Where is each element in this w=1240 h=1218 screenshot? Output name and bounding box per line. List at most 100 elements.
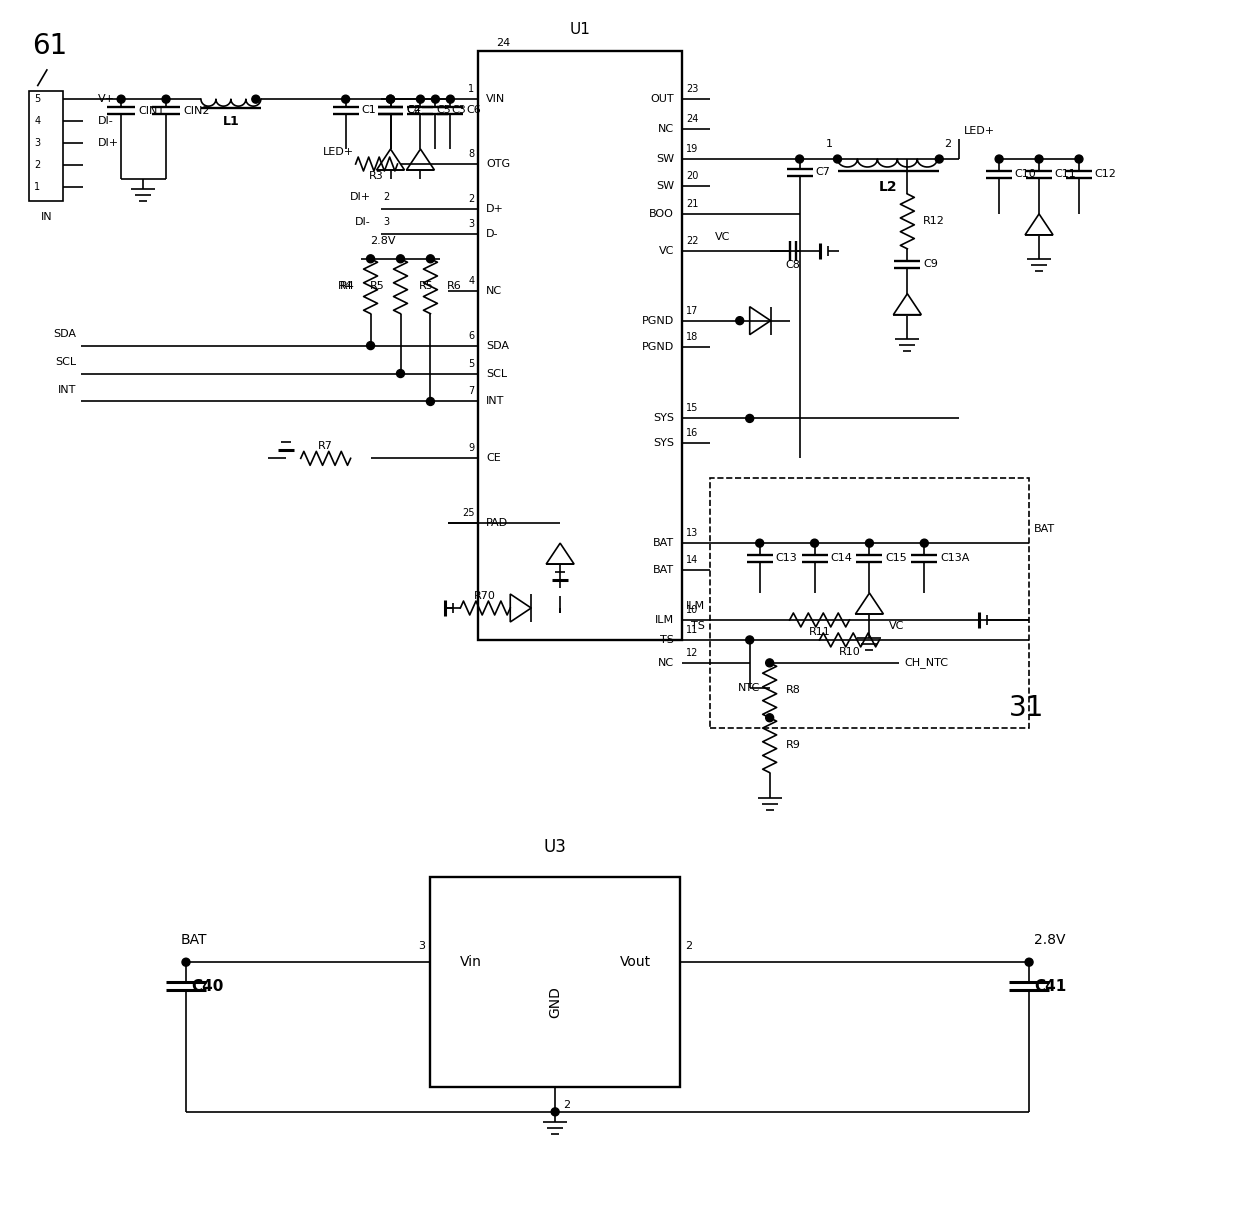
- Text: R3: R3: [370, 171, 384, 181]
- Bar: [709, 479, 1029, 727]
- Bar: [30, 91, 63, 201]
- Text: L2: L2: [879, 180, 898, 194]
- Circle shape: [182, 959, 190, 966]
- Circle shape: [551, 1108, 559, 1116]
- Text: SCL: SCL: [486, 369, 507, 379]
- Circle shape: [833, 155, 842, 163]
- Text: 20: 20: [686, 171, 698, 181]
- Text: PGND: PGND: [641, 315, 673, 325]
- Text: VC: VC: [658, 246, 673, 256]
- Circle shape: [252, 95, 260, 104]
- Text: C13: C13: [776, 553, 797, 563]
- Text: R9: R9: [786, 741, 801, 750]
- Text: 3: 3: [418, 942, 425, 951]
- Text: 11: 11: [686, 625, 698, 635]
- Text: C3: C3: [451, 105, 466, 116]
- Circle shape: [765, 714, 774, 722]
- Text: DI+: DI+: [98, 138, 119, 149]
- Circle shape: [432, 95, 439, 104]
- Circle shape: [866, 540, 873, 547]
- Text: C8: C8: [785, 259, 800, 269]
- Bar: [479, 51, 682, 639]
- Text: R4: R4: [340, 281, 355, 291]
- Text: NTC: NTC: [738, 683, 760, 693]
- Circle shape: [1025, 959, 1033, 966]
- Text: SYS: SYS: [653, 438, 673, 448]
- Circle shape: [417, 95, 424, 104]
- Text: 2: 2: [944, 139, 951, 149]
- Text: Vout: Vout: [620, 955, 651, 970]
- Text: R5: R5: [370, 281, 384, 291]
- Text: CIN1: CIN1: [138, 106, 165, 116]
- Text: C10: C10: [1014, 169, 1035, 179]
- Text: 12: 12: [686, 648, 698, 658]
- Text: 2: 2: [467, 194, 475, 203]
- Text: 2: 2: [383, 192, 389, 202]
- Text: C1: C1: [362, 105, 377, 116]
- Text: 25: 25: [461, 508, 475, 518]
- Text: INT: INT: [486, 397, 505, 407]
- Text: 14: 14: [686, 555, 698, 565]
- Text: 24: 24: [496, 38, 511, 49]
- Circle shape: [1075, 155, 1083, 163]
- Text: C4: C4: [407, 105, 422, 116]
- Text: C5: C5: [436, 105, 451, 116]
- Text: 24: 24: [686, 114, 698, 124]
- Circle shape: [117, 95, 125, 104]
- Text: R12: R12: [924, 217, 945, 227]
- Text: V+: V+: [98, 94, 115, 105]
- Text: 23: 23: [686, 84, 698, 94]
- Text: SCL: SCL: [55, 357, 76, 367]
- Text: 17: 17: [686, 306, 698, 315]
- Text: C2: C2: [407, 105, 422, 116]
- Text: BAT: BAT: [652, 538, 673, 548]
- Text: 1: 1: [469, 84, 475, 94]
- Text: 16: 16: [686, 429, 698, 438]
- Text: U1: U1: [569, 22, 590, 37]
- Text: C11: C11: [1054, 169, 1076, 179]
- Text: C13A: C13A: [940, 553, 970, 563]
- Text: 19: 19: [686, 144, 698, 153]
- Text: NC: NC: [657, 124, 673, 134]
- Circle shape: [387, 95, 394, 104]
- Text: 6: 6: [469, 330, 475, 341]
- Text: D-: D-: [486, 229, 498, 239]
- Circle shape: [765, 659, 774, 667]
- Text: R11: R11: [808, 627, 831, 637]
- Circle shape: [427, 397, 434, 406]
- Text: R7: R7: [319, 441, 334, 452]
- Text: 22: 22: [686, 236, 698, 246]
- Circle shape: [811, 540, 818, 547]
- Text: INT: INT: [58, 385, 76, 395]
- Text: 15: 15: [686, 403, 698, 413]
- Text: 10: 10: [686, 605, 698, 615]
- Circle shape: [446, 95, 454, 104]
- Circle shape: [387, 95, 394, 104]
- Text: R10: R10: [838, 647, 861, 657]
- Text: 4: 4: [469, 275, 475, 286]
- Text: D+: D+: [486, 203, 505, 214]
- Text: 1: 1: [826, 139, 832, 149]
- Circle shape: [367, 341, 374, 350]
- Text: 5: 5: [35, 94, 41, 105]
- Text: SW: SW: [656, 181, 673, 191]
- Text: SDA: SDA: [486, 341, 510, 351]
- Text: SYS: SYS: [653, 413, 673, 424]
- Circle shape: [1035, 155, 1043, 163]
- Text: DI-: DI-: [98, 116, 114, 127]
- Text: 2: 2: [684, 942, 692, 951]
- Text: C12: C12: [1094, 169, 1116, 179]
- Circle shape: [996, 155, 1003, 163]
- Text: LED+: LED+: [322, 147, 353, 157]
- Text: C6: C6: [466, 105, 481, 116]
- Text: IN: IN: [41, 212, 52, 222]
- Text: L1: L1: [222, 114, 239, 128]
- Text: C14: C14: [831, 553, 852, 563]
- Text: 2: 2: [563, 1100, 570, 1110]
- Circle shape: [935, 155, 944, 163]
- Text: CH_NTC: CH_NTC: [904, 658, 949, 669]
- Circle shape: [920, 540, 929, 547]
- Text: TS: TS: [660, 635, 673, 644]
- Circle shape: [367, 255, 374, 263]
- Text: PAD: PAD: [486, 518, 508, 529]
